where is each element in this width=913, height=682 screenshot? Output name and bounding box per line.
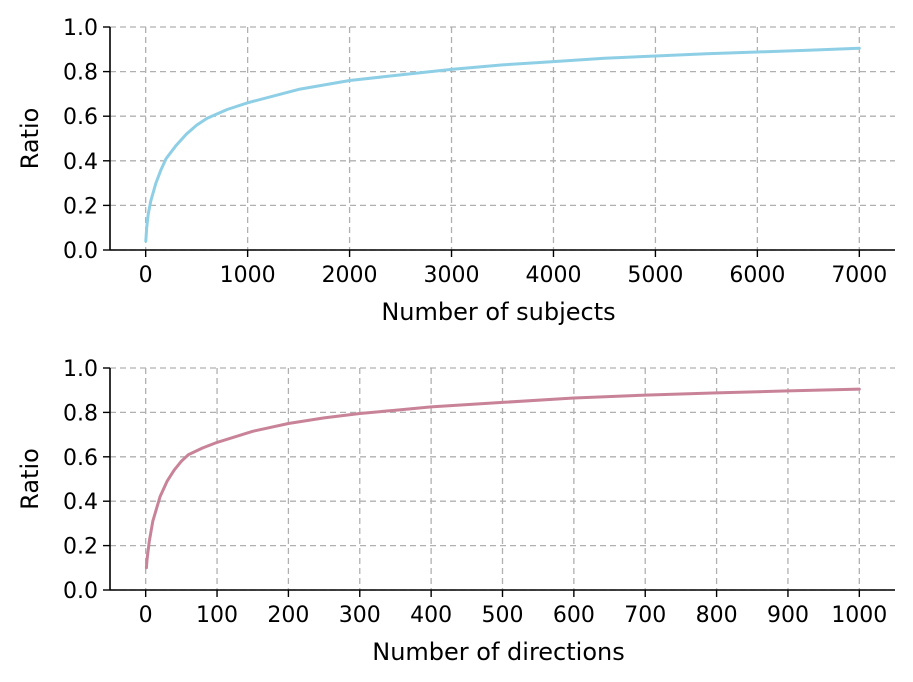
y-axis-label: Ratio	[16, 448, 44, 510]
x-tick-label: 2000	[322, 263, 378, 288]
x-tick-label: 0	[139, 603, 153, 628]
y-tick-label: 0.2	[63, 194, 98, 219]
y-axis-label: Ratio	[16, 108, 44, 170]
y-tick-label: 1.0	[63, 357, 98, 382]
y-tick-label: 0.2	[63, 535, 98, 560]
x-tick-label: 400	[410, 603, 452, 628]
x-tick-label: 300	[339, 603, 381, 628]
y-tick-label: 0.4	[63, 490, 98, 515]
x-tick-label: 100	[196, 603, 238, 628]
x-tick-label: 900	[767, 603, 809, 628]
x-tick-label: 4000	[525, 263, 581, 288]
y-tick-label: 0.6	[63, 446, 98, 471]
x-tick-label: 7000	[831, 263, 887, 288]
bottom-subplot: 0 100 200 300 400 500 600 700 800 900 1000 0.0 0.2 0.…	[16, 357, 895, 666]
ratio-series-line	[144, 46, 861, 243]
y-tick-label: 0.0	[63, 579, 98, 604]
x-tick-label: 500	[482, 603, 524, 628]
y-tick-label: 0.0	[63, 239, 98, 264]
x-axis-label: Number of directions	[372, 638, 624, 666]
y-tick-label: 0.6	[63, 105, 98, 130]
y-tick-label: 0.4	[63, 150, 98, 175]
x-tick-label: 0	[139, 263, 153, 288]
x-tick-label: 700	[624, 603, 666, 628]
y-tick-label: 1.0	[63, 16, 98, 41]
top-subplot: 0 1000 2000 3000 4000 5000 6000 7000 0.0 0.2 0.4 0.…	[16, 16, 895, 326]
x-axis-label: Number of subjects	[381, 298, 615, 326]
x-tick-label: 6000	[729, 263, 785, 288]
ratio-series-line	[144, 387, 861, 570]
x-tick-label: 1000	[220, 263, 276, 288]
y-tick-label: 0.8	[63, 401, 98, 426]
x-tick-label: 1000	[831, 603, 887, 628]
x-tick-label: 5000	[627, 263, 683, 288]
x-tick-label: 800	[696, 603, 738, 628]
y-tick-label: 0.8	[63, 61, 98, 86]
x-tick-label: 600	[553, 603, 595, 628]
x-tick-label: 200	[267, 603, 309, 628]
x-tick-label: 3000	[424, 263, 480, 288]
